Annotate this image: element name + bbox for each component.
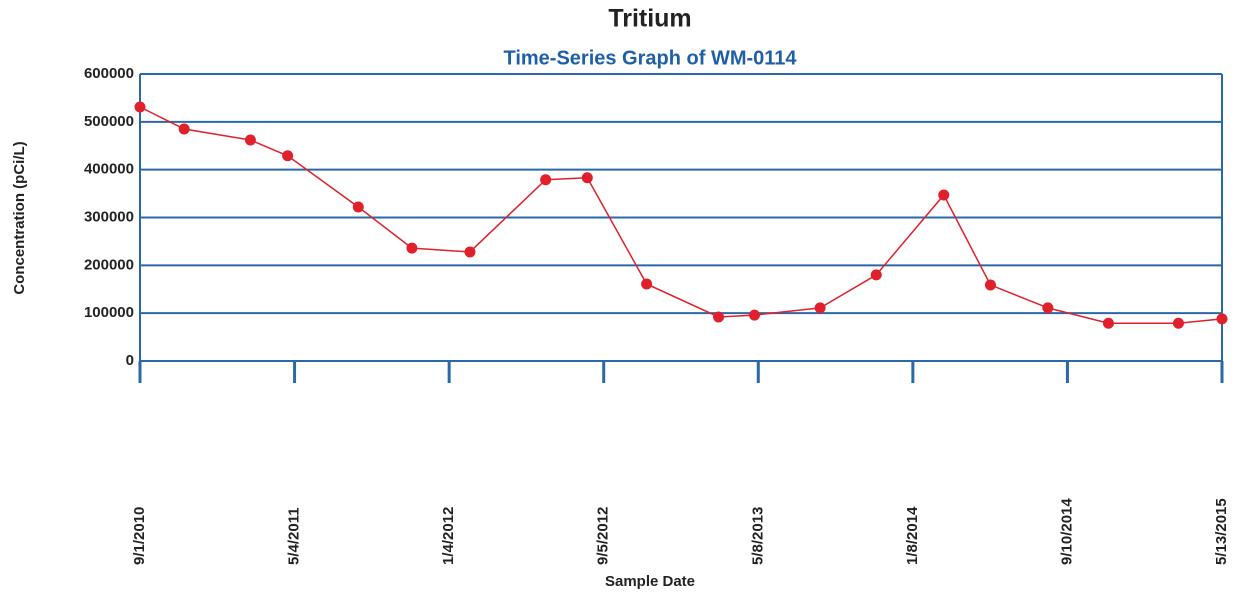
data-point (814, 302, 826, 314)
y-tick-label: 300000 (84, 208, 134, 225)
x-tick-label: 1/8/2014 (904, 506, 921, 565)
data-point (244, 134, 256, 146)
data-point (641, 278, 653, 290)
data-point (938, 189, 950, 201)
x-tick-label: 1/4/2012 (440, 507, 457, 565)
y-tick-label: 100000 (84, 304, 134, 321)
data-point (134, 101, 146, 113)
y-tick-label: 500000 (84, 113, 134, 130)
y-tick-label: 0 (126, 352, 134, 369)
x-tick-label: 9/1/2010 (131, 507, 148, 565)
data-point (1172, 317, 1184, 329)
data-point (581, 172, 593, 184)
x-tick-label: 5/4/2011 (286, 507, 303, 565)
data-point (464, 246, 476, 258)
y-tick-label: 600000 (84, 65, 134, 82)
data-point (713, 311, 725, 323)
data-point (282, 150, 294, 162)
data-point (352, 201, 364, 213)
data-point (178, 123, 190, 135)
data-point (540, 174, 552, 186)
chart-subtitle: Time-Series Graph of WM-0114 (503, 47, 797, 69)
data-point (984, 279, 996, 291)
x-tick-label: 9/5/2012 (595, 507, 612, 565)
data-point (1102, 317, 1114, 329)
x-tick-label: 5/8/2013 (749, 507, 766, 565)
data-point (749, 309, 761, 321)
chart-title: Tritium (608, 5, 691, 33)
series-line (139, 106, 1223, 324)
data-point (1216, 313, 1228, 325)
data-point (406, 242, 418, 254)
y-tick-label: 200000 (84, 256, 134, 273)
x-tick-label: 9/10/2014 (1058, 498, 1075, 565)
x-tick-label: 5/13/2015 (1213, 498, 1230, 565)
y-axis-label: Concentration (pCi/L) (11, 141, 28, 294)
x-axis-label: Sample Date (605, 573, 695, 590)
y-tick-label: 400000 (84, 161, 134, 178)
data-point (870, 269, 882, 281)
data-point (1042, 302, 1054, 314)
